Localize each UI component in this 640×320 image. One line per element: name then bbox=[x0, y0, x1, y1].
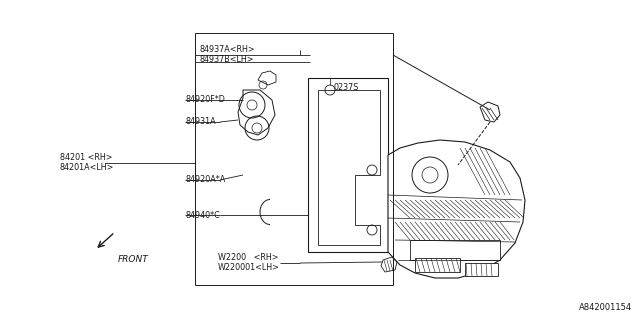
Text: 84920F*D: 84920F*D bbox=[185, 95, 225, 105]
Circle shape bbox=[412, 157, 448, 193]
Polygon shape bbox=[308, 78, 388, 252]
Text: 84940*C: 84940*C bbox=[185, 211, 220, 220]
Text: 84201A<LH>: 84201A<LH> bbox=[60, 164, 115, 172]
Text: 84937A<RH>: 84937A<RH> bbox=[200, 45, 255, 54]
Polygon shape bbox=[410, 240, 500, 260]
Polygon shape bbox=[415, 258, 460, 272]
Text: 84937B<LH>: 84937B<LH> bbox=[200, 55, 255, 65]
Polygon shape bbox=[465, 263, 498, 276]
Text: W220001<LH>: W220001<LH> bbox=[218, 263, 280, 273]
Text: 84931A: 84931A bbox=[185, 117, 216, 126]
Text: 0237S: 0237S bbox=[333, 84, 358, 92]
Text: 84920A*A: 84920A*A bbox=[185, 175, 225, 185]
Text: A842001154: A842001154 bbox=[579, 303, 632, 312]
Text: 84201 <RH>: 84201 <RH> bbox=[60, 153, 113, 162]
Text: FRONT: FRONT bbox=[118, 255, 148, 264]
Text: W2200   <RH>: W2200 <RH> bbox=[218, 253, 278, 262]
Polygon shape bbox=[318, 90, 380, 245]
Polygon shape bbox=[388, 140, 525, 278]
